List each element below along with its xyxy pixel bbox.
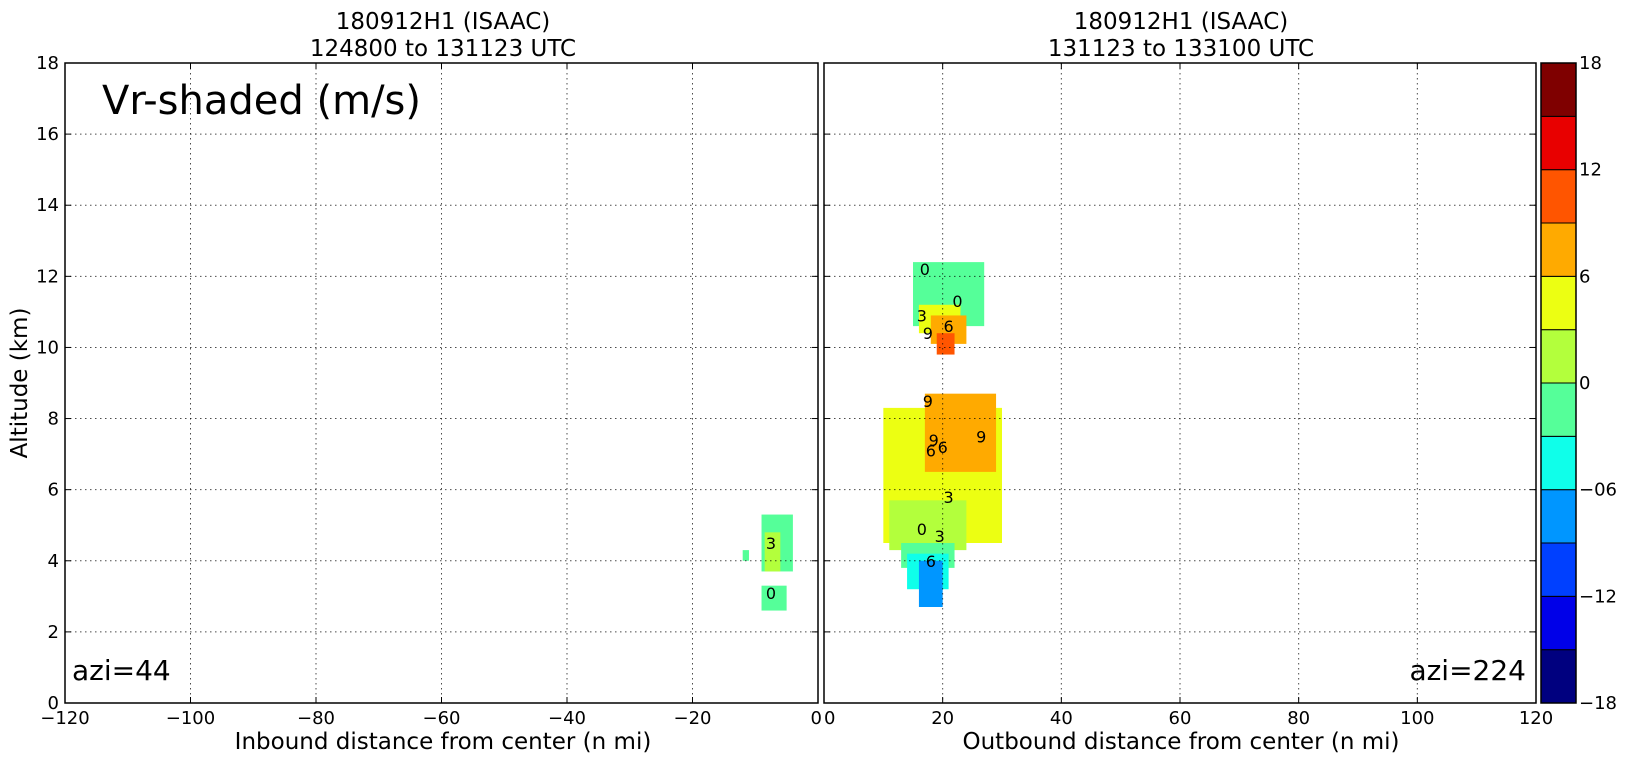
contour-label: 9 xyxy=(923,324,933,343)
right-title: 180912H1 (ISAAC) xyxy=(1074,9,1289,35)
shaded-region xyxy=(918,560,943,607)
y-tick-label: 2 xyxy=(48,622,59,643)
colorbar-swatch xyxy=(1540,275,1577,331)
x-tick-label: 100 xyxy=(1400,708,1434,729)
y-tick-label: 8 xyxy=(48,409,59,430)
contour-label: 0 xyxy=(766,584,776,603)
shaded-region xyxy=(764,532,781,572)
colorbar-tick-label: −18 xyxy=(1579,693,1617,714)
contour-label: 3 xyxy=(935,527,945,546)
left-x-axis-label: Inbound distance from center (n mi) xyxy=(235,729,652,755)
contour-label: 9 xyxy=(976,427,986,446)
contour-label: 6 xyxy=(944,317,954,336)
shaded-region xyxy=(924,393,997,472)
left-plot-area: 30 xyxy=(65,63,818,703)
x-tick-label: 120 xyxy=(1519,708,1553,729)
contour-label: 6 xyxy=(938,438,948,457)
colorbar-swatch xyxy=(1540,595,1577,651)
y-tick-label: 12 xyxy=(36,266,59,287)
shaded-region xyxy=(889,500,967,551)
colorbar-swatch xyxy=(1540,489,1577,544)
contour-label: 9 xyxy=(923,392,933,411)
shaded-region xyxy=(742,550,749,561)
x-tick-label: −60 xyxy=(423,708,461,729)
colorbar-swatch xyxy=(1540,169,1577,224)
left-x-tick-labels: −120 −100 −80 −60 −40 −20 0 xyxy=(40,63,822,729)
colorbar-swatch xyxy=(1540,435,1577,491)
contour-label: 3 xyxy=(944,488,954,507)
x-tick-label: −20 xyxy=(674,708,712,729)
left-title: 180912H1 (ISAAC) xyxy=(336,9,551,35)
x-tick-label: −120 xyxy=(40,708,89,729)
contour-label: 6 xyxy=(926,442,936,461)
right-x-tick-labels: 0 20 40 60 80 100 120 xyxy=(823,62,1553,729)
contour-label: 0 xyxy=(917,520,927,539)
y-tick-label: 4 xyxy=(48,551,59,572)
y-tick-label: 18 xyxy=(36,53,59,74)
right-x-axis-label: Outbound distance from center (n mi) xyxy=(963,729,1400,755)
colorbar-tick-label: 12 xyxy=(1579,160,1602,181)
colorbar-swatch xyxy=(1540,382,1577,437)
x-tick-label: 20 xyxy=(931,708,954,729)
x-tick-label: 60 xyxy=(1169,708,1192,729)
left-subtitle: 124800 to 131123 UTC xyxy=(310,36,576,62)
x-tick-label: 40 xyxy=(1050,708,1073,729)
y-tick-label: 10 xyxy=(36,337,59,358)
contour-label: 9 xyxy=(929,431,939,450)
y-tick-label: 14 xyxy=(36,195,59,216)
x-tick-label: −100 xyxy=(166,708,215,729)
shaded-region xyxy=(761,585,787,611)
x-tick-label: −80 xyxy=(297,708,335,729)
colorbar-swatch xyxy=(1540,542,1577,597)
x-tick-label: −40 xyxy=(548,708,586,729)
colorbar-swatch xyxy=(1540,222,1577,277)
contour-label: 0 xyxy=(952,292,962,311)
left-panel: 180912H1 (ISAAC) 124800 to 131123 UTC 30… xyxy=(7,9,822,755)
colorbar-frame xyxy=(1540,62,1577,704)
colorbar-swatch xyxy=(1540,329,1577,384)
right-azimuth-label: azi=224 xyxy=(1409,654,1526,687)
contour-label: 6 xyxy=(926,552,936,571)
right-panel: 180912H1 (ISAAC) 131123 to 133100 UTC 0 0… xyxy=(823,9,1553,755)
y-axis-label: Altitude (km) xyxy=(7,308,33,459)
right-subtitle: 131123 to 133100 UTC xyxy=(1048,36,1314,62)
y-tick-label: 6 xyxy=(48,480,59,501)
colorbar-tick-label: 6 xyxy=(1579,266,1590,287)
colorbar-tick-label: −12 xyxy=(1579,586,1617,607)
x-tick-label: 0 xyxy=(824,708,835,729)
shaded-region xyxy=(936,333,955,355)
colorbar-swatch xyxy=(1540,115,1577,171)
colorbar-tick-label: 0 xyxy=(1579,373,1590,394)
colorbar-tick-label: 18 xyxy=(1579,53,1602,74)
y-tick-label: 0 xyxy=(48,693,59,714)
colorbar-swatch xyxy=(1540,649,1577,704)
colorbar: 18 12 6 0 −06 −12 −18 xyxy=(1540,53,1617,714)
contour-label: 3 xyxy=(766,534,776,553)
colorbar-swatch xyxy=(1540,62,1577,117)
contour-label: 3 xyxy=(917,306,927,325)
contour-label: 0 xyxy=(920,260,930,279)
left-y-tick-labels: 0 2 4 6 8 10 12 14 16 18 xyxy=(36,53,818,714)
x-tick-label: 0 xyxy=(811,708,822,729)
field-label: Vr-shaded (m/s) xyxy=(102,78,421,124)
left-azimuth-label: azi=44 xyxy=(72,654,171,687)
y-tick-label: 16 xyxy=(36,124,59,145)
colorbar-tick-label: −06 xyxy=(1579,480,1617,501)
x-tick-label: 80 xyxy=(1287,708,1310,729)
